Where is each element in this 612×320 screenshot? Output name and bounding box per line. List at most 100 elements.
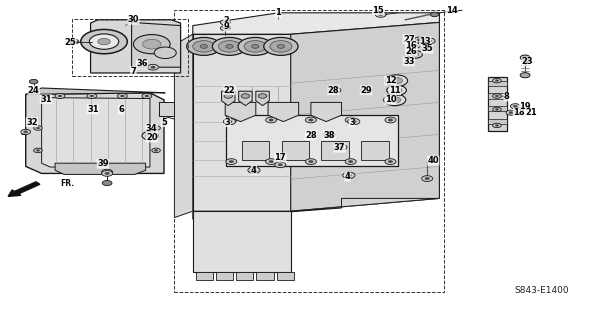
Circle shape: [227, 120, 232, 123]
Circle shape: [223, 21, 227, 23]
Circle shape: [229, 119, 234, 121]
Text: 25: 25: [64, 38, 76, 47]
Text: 20: 20: [146, 133, 157, 142]
Polygon shape: [193, 13, 439, 34]
Circle shape: [384, 94, 406, 106]
Circle shape: [105, 172, 110, 175]
Text: 30: 30: [128, 15, 139, 24]
Circle shape: [102, 180, 112, 186]
Circle shape: [154, 149, 158, 151]
Polygon shape: [55, 163, 146, 174]
Circle shape: [493, 123, 501, 128]
Circle shape: [223, 27, 227, 29]
Text: 5: 5: [161, 118, 167, 127]
Circle shape: [220, 20, 230, 25]
FancyArrow shape: [8, 182, 40, 196]
Circle shape: [81, 29, 127, 54]
Text: 9: 9: [223, 22, 230, 31]
Circle shape: [244, 41, 266, 52]
Circle shape: [105, 171, 110, 173]
Polygon shape: [132, 22, 181, 67]
Text: 24: 24: [28, 86, 40, 95]
Circle shape: [145, 95, 149, 97]
Circle shape: [493, 94, 501, 98]
Circle shape: [68, 100, 76, 105]
Polygon shape: [222, 91, 235, 106]
Circle shape: [336, 144, 347, 150]
Text: 11: 11: [389, 86, 401, 95]
Ellipse shape: [259, 65, 272, 76]
Circle shape: [87, 93, 97, 99]
Text: FR.: FR.: [60, 179, 74, 188]
Bar: [236, 272, 253, 280]
Circle shape: [102, 171, 113, 176]
Circle shape: [142, 93, 152, 99]
Circle shape: [308, 119, 313, 121]
Circle shape: [417, 39, 422, 41]
Circle shape: [266, 117, 277, 123]
Circle shape: [83, 106, 98, 113]
Text: 10: 10: [385, 95, 396, 104]
Circle shape: [118, 93, 127, 99]
Circle shape: [258, 94, 267, 98]
Circle shape: [34, 126, 42, 130]
Circle shape: [351, 120, 356, 123]
Text: 4: 4: [345, 172, 351, 181]
Circle shape: [146, 133, 154, 138]
Circle shape: [408, 51, 422, 58]
Circle shape: [333, 89, 338, 92]
Circle shape: [388, 160, 393, 163]
Text: 40: 40: [428, 156, 439, 165]
Circle shape: [147, 64, 159, 70]
Bar: [242, 141, 269, 160]
Circle shape: [70, 101, 74, 103]
Text: 34: 34: [146, 124, 157, 133]
Circle shape: [154, 47, 176, 59]
Text: 33: 33: [403, 57, 414, 66]
Text: 3: 3: [225, 118, 231, 127]
Circle shape: [308, 160, 313, 163]
Polygon shape: [26, 88, 165, 94]
Circle shape: [495, 108, 499, 110]
Ellipse shape: [254, 61, 277, 79]
Text: 32: 32: [26, 118, 37, 127]
Circle shape: [241, 94, 250, 98]
Circle shape: [58, 95, 62, 97]
Text: 29: 29: [360, 86, 371, 95]
Circle shape: [73, 41, 76, 43]
Text: 26: 26: [405, 47, 417, 56]
Circle shape: [24, 131, 28, 133]
Text: 36: 36: [136, 60, 147, 68]
Circle shape: [493, 107, 501, 112]
Circle shape: [348, 118, 360, 125]
Text: S843-E1400: S843-E1400: [514, 286, 569, 295]
Circle shape: [152, 126, 160, 130]
Circle shape: [409, 43, 420, 48]
Text: 8: 8: [504, 92, 510, 101]
Circle shape: [252, 44, 259, 48]
Circle shape: [238, 37, 272, 55]
Polygon shape: [226, 115, 398, 166]
Circle shape: [95, 118, 99, 120]
Circle shape: [375, 12, 386, 17]
Circle shape: [364, 89, 368, 92]
Polygon shape: [72, 103, 165, 118]
Text: 37: 37: [334, 143, 345, 152]
Circle shape: [252, 169, 256, 172]
Circle shape: [278, 164, 283, 166]
Polygon shape: [91, 20, 181, 73]
Bar: [216, 272, 233, 280]
Text: 23: 23: [522, 57, 533, 66]
Circle shape: [509, 112, 513, 114]
Text: 15: 15: [372, 6, 384, 15]
Text: 28: 28: [305, 131, 316, 140]
Ellipse shape: [207, 65, 221, 76]
Circle shape: [220, 26, 230, 31]
Polygon shape: [174, 34, 193, 218]
Circle shape: [430, 12, 439, 17]
Circle shape: [200, 44, 207, 48]
Circle shape: [378, 13, 383, 16]
Polygon shape: [488, 77, 507, 131]
Bar: [488, 81, 507, 86]
Circle shape: [269, 160, 274, 163]
